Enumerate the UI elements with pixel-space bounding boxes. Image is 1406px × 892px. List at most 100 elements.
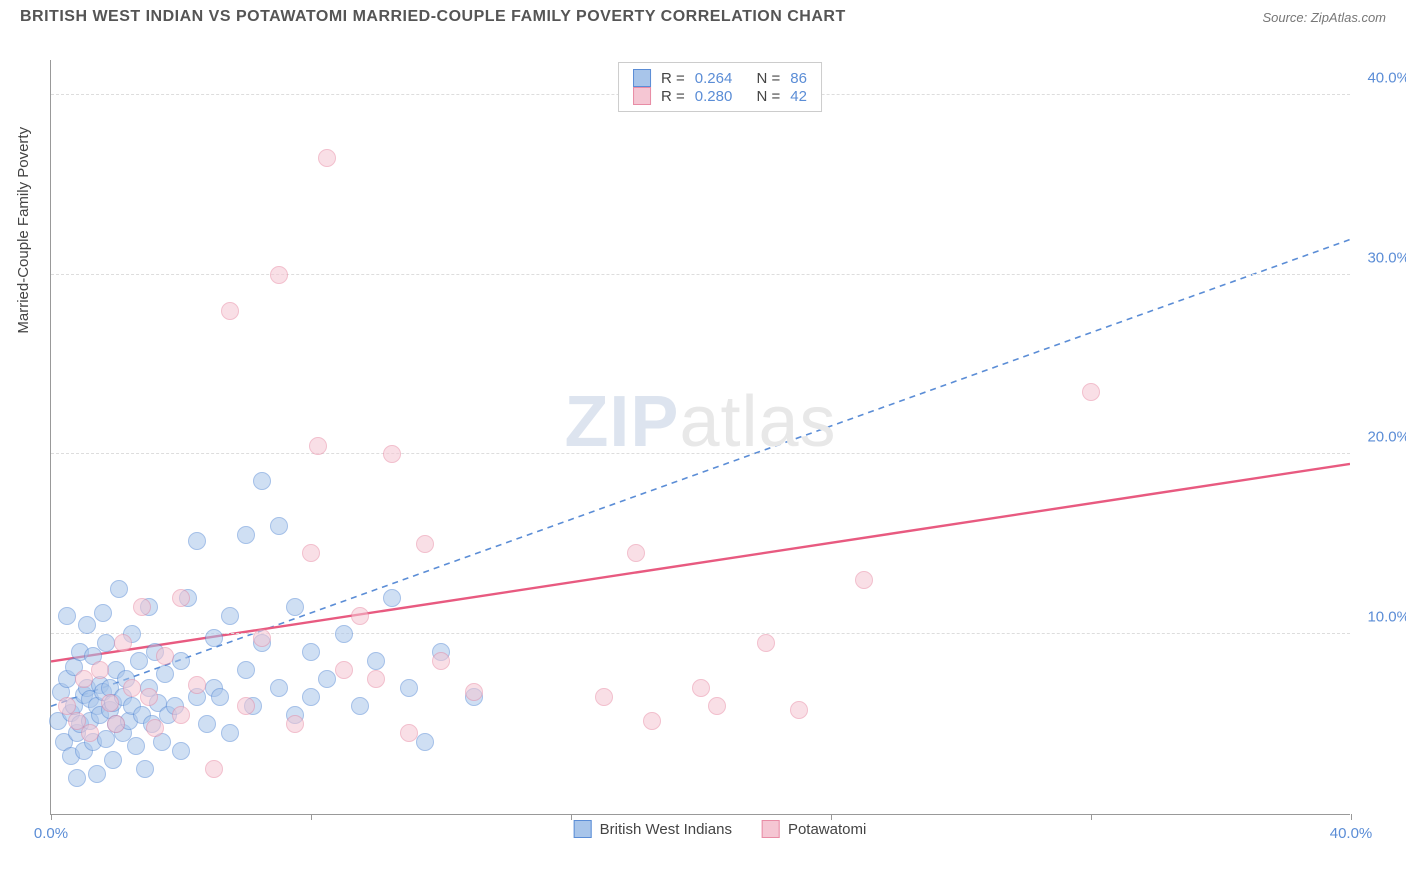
scatter-point <box>104 751 122 769</box>
scatter-point <box>692 679 710 697</box>
r-value: 0.280 <box>695 88 733 105</box>
scatter-point <box>627 544 645 562</box>
scatter-point <box>351 697 369 715</box>
x-tick <box>311 814 312 820</box>
scatter-point <box>383 445 401 463</box>
scatter-point <box>114 634 132 652</box>
scatter-point <box>270 679 288 697</box>
scatter-point <box>110 580 128 598</box>
r-label: R = <box>661 70 685 87</box>
scatter-point <box>127 737 145 755</box>
scatter-point <box>146 719 164 737</box>
y-tick-label: 20.0% <box>1367 429 1406 446</box>
scatter-point <box>1082 383 1100 401</box>
n-label: N = <box>757 88 781 105</box>
n-value: 86 <box>790 70 807 87</box>
scatter-point <box>708 697 726 715</box>
scatter-point <box>156 647 174 665</box>
scatter-point <box>211 688 229 706</box>
scatter-point <box>198 715 216 733</box>
plot-area: ZIPatlas Married-Couple Family Poverty 1… <box>50 60 1350 815</box>
legend-swatch <box>633 87 651 105</box>
scatter-point <box>351 607 369 625</box>
scatter-point <box>140 688 158 706</box>
scatter-point <box>367 652 385 670</box>
scatter-point <box>94 604 112 622</box>
scatter-point <box>335 625 353 643</box>
scatter-point <box>205 760 223 778</box>
scatter-point <box>188 532 206 550</box>
scatter-point <box>172 742 190 760</box>
scatter-point <box>130 652 148 670</box>
scatter-point <box>465 683 483 701</box>
legend-swatch <box>574 820 592 838</box>
legend-swatch <box>762 820 780 838</box>
scatter-point <box>205 629 223 647</box>
series-legend: British West Indians Potawatomi <box>574 820 867 838</box>
scatter-point <box>302 544 320 562</box>
scatter-point <box>286 598 304 616</box>
scatter-point <box>270 517 288 535</box>
scatter-point <box>68 769 86 787</box>
scatter-point <box>136 760 154 778</box>
legend-label: Potawatomi <box>788 821 866 838</box>
scatter-point <box>790 701 808 719</box>
x-tick-label: 40.0% <box>1330 825 1373 842</box>
watermark-rest: atlas <box>679 382 836 462</box>
r-label: R = <box>661 88 685 105</box>
legend-label: British West Indians <box>600 821 732 838</box>
legend-row: R = 0.264 N = 86 <box>633 69 807 87</box>
scatter-point <box>81 724 99 742</box>
scatter-point <box>58 607 76 625</box>
correlation-legend: R = 0.264 N = 86 R = 0.280 N = 42 <box>618 62 822 112</box>
watermark-zip: ZIP <box>564 382 679 462</box>
scatter-point <box>78 616 96 634</box>
watermark: ZIPatlas <box>564 381 836 463</box>
scatter-point <box>88 765 106 783</box>
chart-wrap: ZIPatlas Married-Couple Family Poverty 1… <box>50 40 1390 840</box>
y-tick-label: 30.0% <box>1367 249 1406 266</box>
scatter-point <box>253 629 271 647</box>
scatter-point <box>757 634 775 652</box>
scatter-point <box>123 679 141 697</box>
legend-row: R = 0.280 N = 42 <box>633 87 807 105</box>
y-tick-label: 10.0% <box>1367 609 1406 626</box>
chart-header: BRITISH WEST INDIAN VS POTAWATOMI MARRIE… <box>0 0 1406 30</box>
scatter-point <box>335 661 353 679</box>
scatter-point <box>172 589 190 607</box>
scatter-point <box>416 535 434 553</box>
x-tick-label: 0.0% <box>34 825 68 842</box>
scatter-point <box>416 733 434 751</box>
scatter-point <box>221 724 239 742</box>
scatter-point <box>237 697 255 715</box>
scatter-point <box>172 706 190 724</box>
scatter-point <box>400 724 418 742</box>
scatter-point <box>302 643 320 661</box>
scatter-point <box>309 437 327 455</box>
n-label: N = <box>757 70 781 87</box>
grid-line <box>51 633 1350 634</box>
scatter-point <box>91 661 109 679</box>
scatter-point <box>221 302 239 320</box>
x-tick <box>51 814 52 820</box>
scatter-point <box>367 670 385 688</box>
scatter-point <box>286 715 304 733</box>
scatter-point <box>432 652 450 670</box>
chart-title: BRITISH WEST INDIAN VS POTAWATOMI MARRIE… <box>20 8 846 26</box>
scatter-point <box>318 149 336 167</box>
x-tick <box>1351 814 1352 820</box>
scatter-point <box>75 670 93 688</box>
trend-line <box>51 240 1350 707</box>
x-tick <box>1091 814 1092 820</box>
scatter-point <box>302 688 320 706</box>
scatter-point <box>156 665 174 683</box>
y-axis-label: Married-Couple Family Poverty <box>15 127 32 334</box>
chart-source: Source: ZipAtlas.com <box>1262 10 1386 25</box>
grid-line <box>51 274 1350 275</box>
legend-swatch <box>633 69 651 87</box>
scatter-point <box>253 472 271 490</box>
legend-item: Potawatomi <box>762 820 866 838</box>
scatter-point <box>188 676 206 694</box>
grid-line <box>51 453 1350 454</box>
x-tick <box>571 814 572 820</box>
